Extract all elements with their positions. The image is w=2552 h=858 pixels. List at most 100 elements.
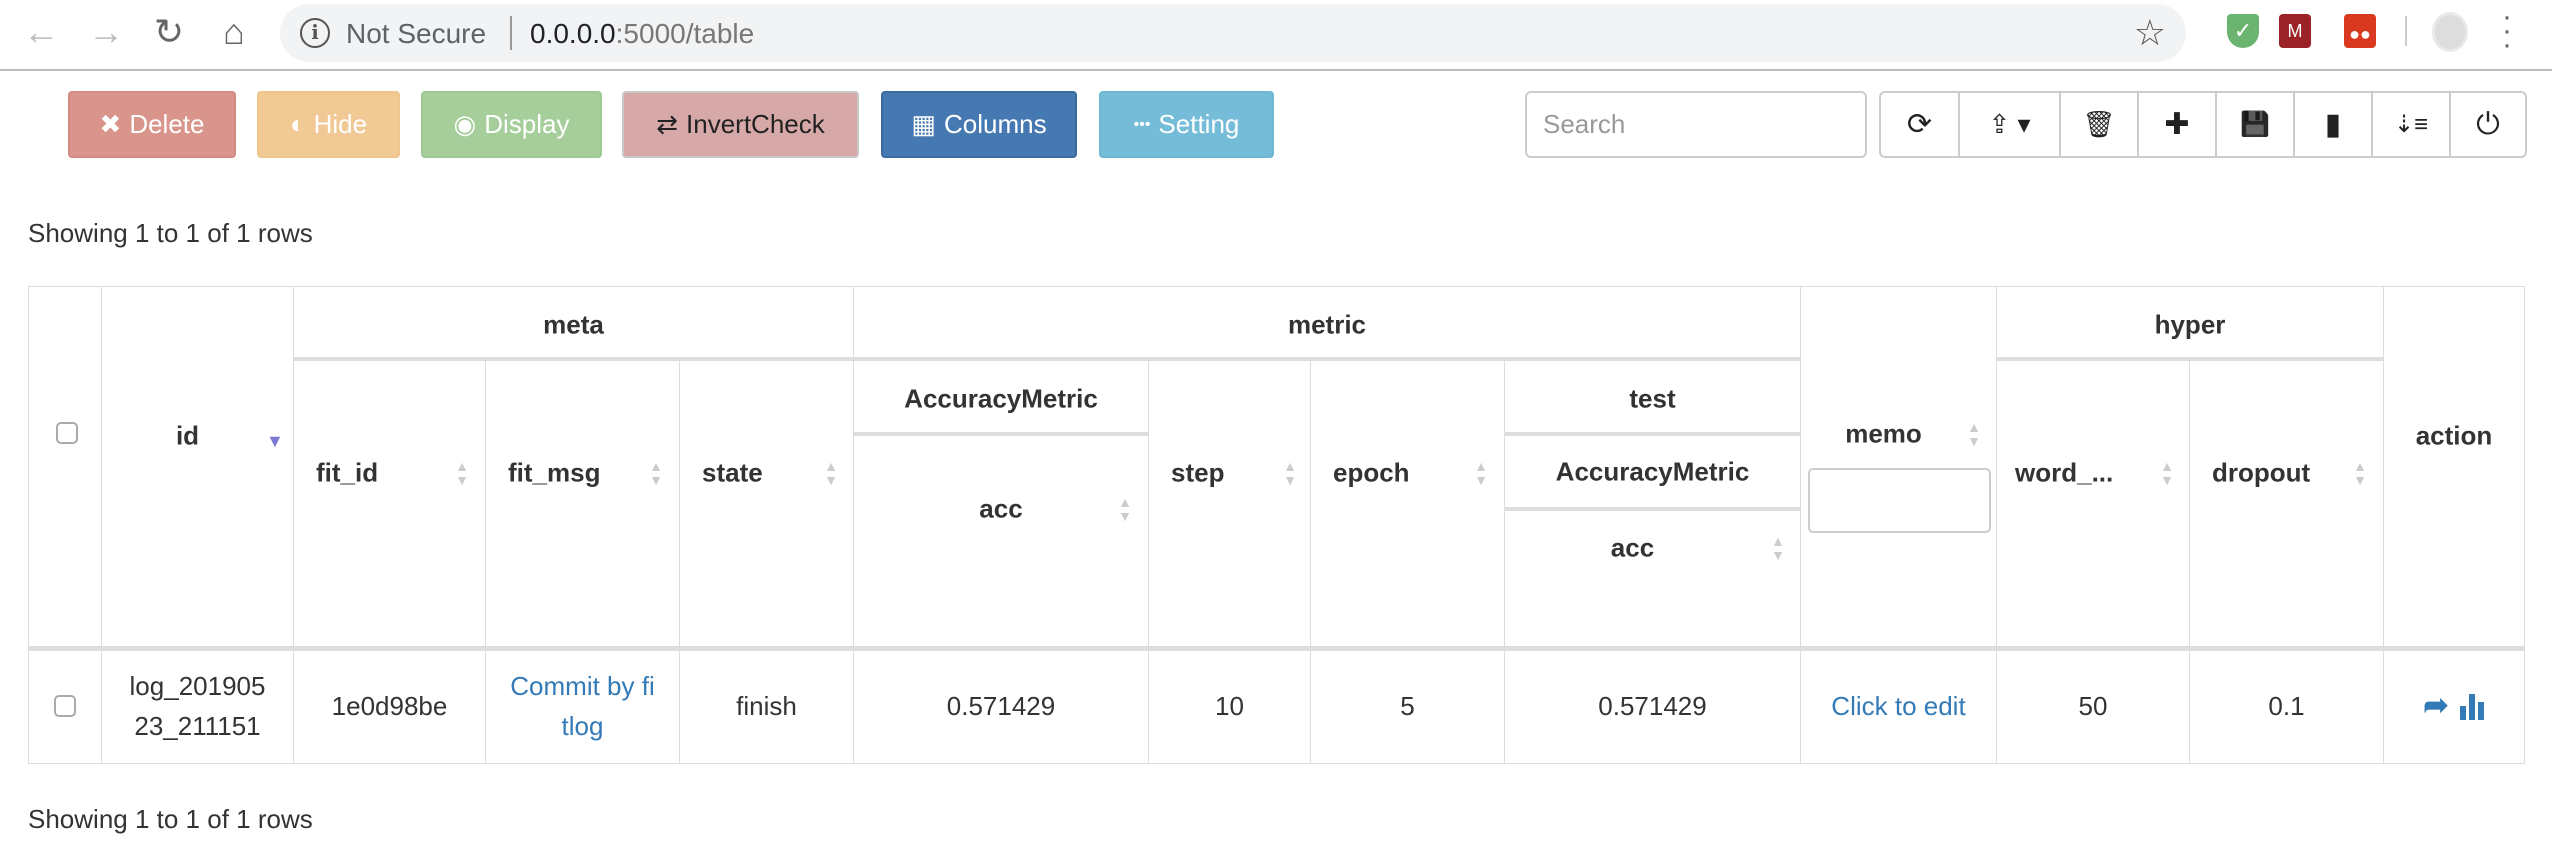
setting-button[interactable]: ••• Setting <box>1099 91 1274 158</box>
pagination-info-top: Showing 1 to 1 of 1 rows <box>28 218 313 248</box>
header-id[interactable]: id ▼ <box>101 286 294 649</box>
refresh-icon: ⟳ <box>1906 108 1933 141</box>
forward-icon[interactable]: → <box>88 11 124 52</box>
header-epoch[interactable]: epoch ▲ ▼ <box>1310 358 1505 649</box>
sort-icon[interactable]: ▲ ▼ <box>1771 533 1785 563</box>
refresh-button[interactable]: ⟳ <box>1879 91 1960 158</box>
save-button[interactable]: 💾 <box>2215 91 2295 158</box>
url-text[interactable]: 0.0.0.0:5000/table <box>530 18 754 50</box>
id-text-line2: 23_211151 <box>134 711 261 741</box>
file-button[interactable]: ▮ <box>2293 91 2373 158</box>
header-dropout-label: dropout <box>2212 457 2311 488</box>
reload-icon[interactable]: ↻ <box>153 11 185 52</box>
cell-fit-id: 1e0d98be <box>293 648 486 764</box>
search-input[interactable] <box>1525 91 1867 158</box>
security-label: Not Secure <box>346 18 487 49</box>
cell-epoch: 5 <box>1310 648 1505 764</box>
header-accuracy-metric: AccuracyMetric <box>853 358 1149 434</box>
fit-msg-line1: Commit by fi <box>510 671 655 701</box>
header-step-label: step <box>1171 457 1225 488</box>
cell-state: finish <box>679 648 854 764</box>
header-memo-label: memo <box>1845 418 1922 449</box>
header-fit-id[interactable]: fit_id ▲ ▼ <box>293 358 486 649</box>
home-icon[interactable]: ⌂ <box>223 11 245 52</box>
ticktick-extension-icon[interactable]: ●● <box>2344 14 2376 48</box>
adguard-extension-icon[interactable]: ✓ <box>2227 14 2259 48</box>
sort-icon[interactable]: ▲ ▼ <box>2353 458 2367 488</box>
header-word[interactable]: word_... ▲ ▼ <box>1996 358 2190 649</box>
info-icon[interactable]: i <box>300 18 330 48</box>
header-acc[interactable]: acc ▲ ▼ <box>853 433 1149 649</box>
divider <box>853 432 1149 436</box>
display-button[interactable]: ◉ Display <box>421 91 602 158</box>
power-button[interactable]: ⏻ <box>2449 91 2527 158</box>
profile-avatar[interactable] <box>2432 12 2468 52</box>
select-all-checkbox[interactable] <box>56 422 78 444</box>
sort-icon[interactable]: ▲ ▼ <box>1474 458 1488 488</box>
sort-icon[interactable]: ▲ ▼ <box>455 458 469 488</box>
back-icon[interactable]: ← <box>23 11 59 52</box>
eye-slash-icon: ◐ <box>289 109 306 139</box>
cell-dropout: 0.1 <box>2189 648 2384 764</box>
header-dropout[interactable]: dropout ▲ ▼ <box>2189 358 2384 649</box>
header-id-label: id <box>175 420 200 451</box>
columns-button[interactable]: ▦ Columns <box>881 91 1077 158</box>
sort-icon[interactable]: ▲ ▼ <box>1283 458 1297 488</box>
sort-desc-icon[interactable]: ▼ <box>266 431 284 451</box>
invert-check-button[interactable]: ⇄ InvertCheck <box>622 91 859 158</box>
header-group-meta: meta <box>293 286 854 359</box>
mendeley-extension-icon[interactable]: M <box>2279 14 2311 48</box>
row-checkbox[interactable] <box>54 695 76 717</box>
memo-filter-input[interactable] <box>1808 468 1991 533</box>
trash-button[interactable]: 🗑 <box>2059 91 2139 158</box>
divider <box>510 16 512 50</box>
menu-icon[interactable]: · · · <box>2502 0 2512 61</box>
sort-icon[interactable]: ▲ ▼ <box>649 458 663 488</box>
header-state-label: state <box>702 457 763 488</box>
star-icon[interactable]: ☆ <box>2133 12 2166 53</box>
header-fit-msg[interactable]: fit_msg ▲ ▼ <box>485 358 680 649</box>
header-hyper-label: hyper <box>2154 309 2226 340</box>
divider <box>1504 507 1801 511</box>
sort-icon[interactable]: ▲ ▼ <box>1118 494 1132 524</box>
cell-acc: 0.571429 <box>853 648 1149 764</box>
delete-icon: ✖ <box>99 109 122 139</box>
header-state[interactable]: state ▲ ▼ <box>679 358 854 649</box>
cell-fit-msg-link[interactable]: Commit by fi tlog <box>485 648 680 764</box>
sort-button[interactable]: ⇣≡ <box>2371 91 2451 158</box>
invert-check-label: InvertCheck <box>686 109 825 139</box>
cell-test-acc: 0.571429 <box>1504 648 1801 764</box>
cell-action: ➦ <box>2383 648 2525 764</box>
url-host: 0.0.0.0 <box>530 18 616 49</box>
header-epoch-label: epoch <box>1333 457 1410 488</box>
delete-button[interactable]: ✖ Delete <box>68 91 236 158</box>
header-step[interactable]: step ▲ ▼ <box>1148 358 1311 649</box>
delete-label: Delete <box>129 109 205 139</box>
add-button[interactable]: ✚ <box>2137 91 2217 158</box>
divider <box>1504 432 1801 436</box>
sort-icon[interactable]: ▲ ▼ <box>2160 458 2174 488</box>
header-group-metric: metric <box>853 286 1801 359</box>
header-test-accuracy-metric-label: AccuracyMetric <box>1555 456 1750 487</box>
header-word-label: word_... <box>2015 457 2114 488</box>
hide-button[interactable]: ◐ Hide <box>257 91 400 158</box>
sort-icon[interactable]: ▲ ▼ <box>824 458 838 488</box>
sort-icon[interactable]: ▲ ▼ <box>1967 419 1981 449</box>
address-bar[interactable]: i Not Secure 0.0.0.0:5000/table ☆ <box>280 4 2186 62</box>
header-memo[interactable]: memo ▲ ▼ <box>1800 286 1997 649</box>
cell-step: 10 <box>1148 648 1311 764</box>
memo-edit-link[interactable]: Click to edit <box>1800 648 1997 764</box>
url-path: :5000/table <box>615 18 755 49</box>
header-group-hyper: hyper <box>1996 286 2384 359</box>
header-select-all <box>28 286 102 649</box>
header-test-label: test <box>1629 383 1676 414</box>
export-icon: ⇪ ▾ <box>1988 109 2031 139</box>
divider <box>28 646 2525 651</box>
retweet-icon: ⇄ <box>656 109 679 139</box>
header-fit-msg-label: fit_msg <box>508 457 601 488</box>
header-test-acc[interactable]: acc ▲ ▼ <box>1504 508 1801 649</box>
share-icon[interactable]: ➦ <box>2423 689 2449 722</box>
export-button[interactable]: ⇪ ▾ <box>1958 91 2061 158</box>
fit-msg-line2: tlog <box>561 711 604 741</box>
chart-icon[interactable] <box>2459 692 2485 720</box>
